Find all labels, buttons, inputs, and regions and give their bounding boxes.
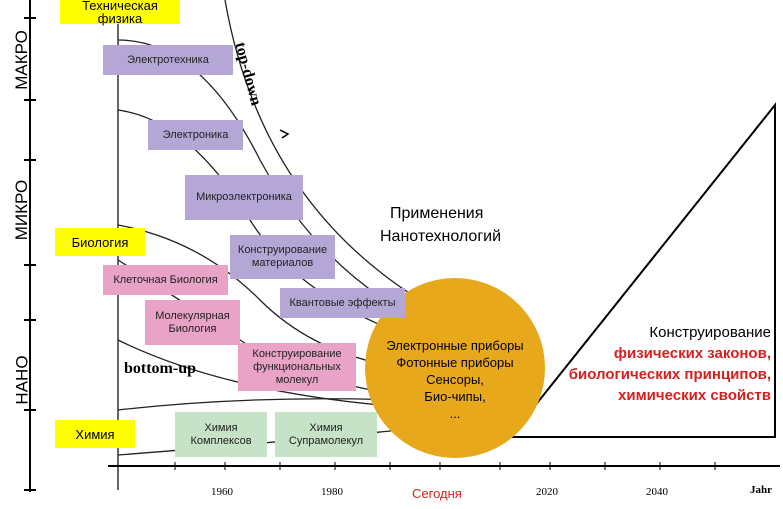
year-label: 1960 xyxy=(211,486,233,498)
design-item: химических свойств xyxy=(618,387,771,404)
field: Конструирование материалов xyxy=(230,235,335,279)
discipline: Техническая физика xyxy=(60,0,180,25)
approach-label: bottom-up xyxy=(124,360,197,377)
application: Фотонные приборы xyxy=(396,355,514,370)
axis-label: Jahr xyxy=(750,484,772,496)
year-label: Сегодня xyxy=(412,486,462,501)
applications-circle xyxy=(365,278,545,458)
year-label: 1980 xyxy=(321,486,343,498)
field: Молекулярная Биология xyxy=(145,300,240,345)
application: ... xyxy=(449,406,461,421)
design-item: биологических принципов, xyxy=(568,366,771,383)
time-ticks xyxy=(174,462,716,470)
scale-label: НАНО xyxy=(12,355,32,405)
field: Электроника xyxy=(148,120,243,150)
applications-title: Применения xyxy=(390,205,484,222)
arrow xyxy=(279,129,290,139)
field: Микроэлектроника xyxy=(185,175,303,220)
application: Сенсоры, xyxy=(426,372,484,387)
scale-label: МАКРО xyxy=(11,30,31,90)
field: Химия Супрамолекул xyxy=(275,412,377,457)
design-title: Конструирование xyxy=(649,324,771,341)
design-item: физических законов, xyxy=(613,345,771,362)
scale-label: МИКРО xyxy=(12,179,32,241)
field: Конструирование функциональных молекул xyxy=(238,343,356,391)
field: Клеточная Биология xyxy=(103,265,228,295)
field: Химия Комплексов xyxy=(175,412,267,457)
field: Квантовые эффекты xyxy=(280,288,405,318)
year-label: 2020 xyxy=(536,486,558,498)
discipline: Химия xyxy=(55,420,135,448)
scale-ticks xyxy=(24,17,36,491)
design-list: Конструирование физических законов, биоло… xyxy=(569,322,771,406)
applications-list: Электронные приборы Фотонные приборы Сенсо… xyxy=(365,337,545,422)
design-triangle xyxy=(507,102,776,438)
field: Электротехника xyxy=(103,45,233,75)
application: Био-чипы, xyxy=(424,389,486,404)
applications-title: Нанотехнологий xyxy=(380,228,502,245)
application: Электронные приборы xyxy=(386,338,524,353)
year-label: 2040 xyxy=(646,486,668,498)
discipline: Биология xyxy=(55,228,145,256)
